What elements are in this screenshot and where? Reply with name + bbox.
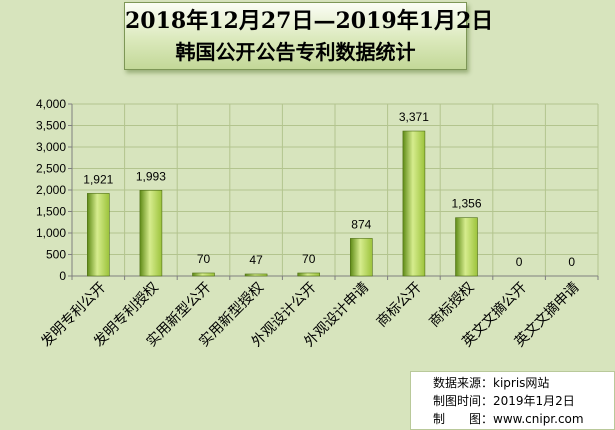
bar [139, 190, 163, 277]
data-label: 0 [568, 255, 575, 269]
y-tick-label: 2,000 [36, 183, 66, 197]
y-tick-label: 3,500 [36, 119, 66, 133]
data-label: 1,356 [451, 197, 481, 211]
data-labels: 1,921 1,993 70 47 70 874 3,371 1,356 0 0 [83, 110, 575, 269]
y-tick-label: 2,500 [36, 162, 66, 176]
source-line-data: 数据来源：kipris网站 [433, 376, 550, 390]
y-tick-label: 1,500 [36, 205, 66, 219]
y-tick-label: 1,000 [36, 226, 66, 240]
data-label: 874 [351, 217, 371, 231]
y-tick-label: 500 [46, 248, 66, 262]
y-tick-labels: 0 500 1,000 1,500 2,000 2,500 3,000 3,500 4,000 [36, 97, 66, 283]
bar [244, 273, 268, 277]
bar [455, 217, 478, 277]
data-label: 1,993 [136, 169, 166, 183]
source-note: 数据来源：kipris网站 制图时间：2019年1月2日 制 图：www.cni… [410, 371, 615, 430]
chart-title-box: 2018年12月27日—2019年1月2日 韩国公开公告专利数据统计 [124, 2, 494, 70]
y-tick-label: 4,000 [36, 97, 66, 111]
y-tick-label: 0 [59, 269, 66, 283]
bar [192, 272, 215, 277]
bar [402, 130, 426, 277]
data-label: 1,921 [83, 172, 113, 186]
gridlines [72, 103, 599, 276]
source-line-date: 制图时间：2019年1月2日 [433, 394, 575, 408]
y-tick-label: 3,000 [36, 140, 66, 154]
data-label: 70 [197, 252, 211, 266]
bars [87, 130, 478, 277]
data-label: 0 [516, 255, 523, 269]
bar [87, 193, 110, 277]
chart-title: 2018年12月27日—2019年1月2日 [125, 8, 494, 34]
data-label: 47 [249, 253, 263, 267]
chart-subtitle: 韩国公开公告专利数据统计 [175, 40, 416, 64]
bar [297, 272, 321, 277]
bar [349, 238, 373, 277]
category-label: 商标公开 [374, 280, 425, 331]
data-label: 70 [302, 252, 316, 266]
category-label: 商标授权 [426, 280, 477, 331]
source-line-author: 制 图：www.cnipr.com [433, 412, 584, 426]
data-label: 3,371 [399, 110, 429, 124]
